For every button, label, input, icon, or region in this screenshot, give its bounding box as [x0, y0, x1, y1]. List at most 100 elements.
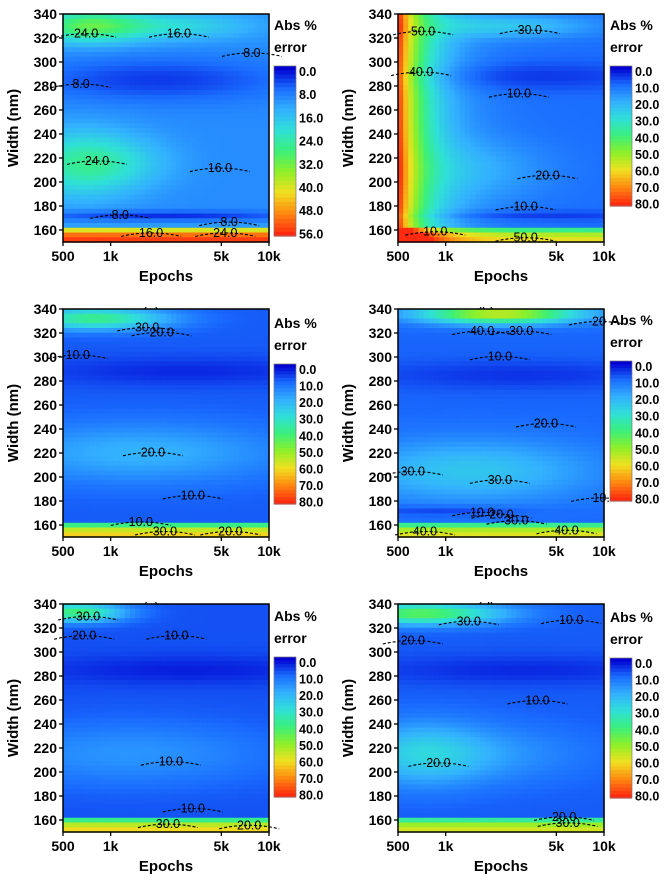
colorbar-swatch: [274, 223, 296, 229]
heatmap-cell: [506, 23, 512, 29]
heatmap-cell: [63, 356, 69, 362]
heatmap-cell: [150, 118, 157, 124]
heatmap-cell: [444, 80, 451, 86]
heatmap-cell: [398, 61, 404, 67]
heatmap-cell: [68, 370, 74, 377]
heatmap-cell: [583, 147, 590, 153]
heatmap-cell: [573, 47, 579, 53]
heatmap-cell: [135, 199, 141, 205]
heatmap-cell: [129, 465, 136, 472]
heatmap-cell: [423, 218, 430, 224]
colorbar-swatch: [610, 80, 632, 85]
heatmap-cell: [109, 80, 116, 86]
contour-line: [495, 205, 556, 211]
heatmap-cell: [181, 175, 188, 181]
heatmap-cell: [119, 446, 126, 453]
heatmap-cell: [398, 166, 404, 172]
heatmap-cell: [573, 166, 579, 172]
heatmap-cell: [63, 394, 69, 400]
heatmap-cell: [464, 23, 471, 29]
heatmap-cell: [552, 80, 559, 86]
heatmap-cell: [104, 56, 110, 63]
heatmap-cell: [145, 194, 152, 200]
heatmap-cell: [83, 309, 90, 315]
heatmap-cell: [202, 75, 208, 82]
heatmap-cell: [418, 132, 425, 139]
heatmap-cell: [150, 66, 157, 72]
heatmap-cell: [588, 161, 595, 167]
heatmap-cell: [454, 223, 461, 229]
heatmap-cell: [454, 18, 461, 25]
heatmap-cell: [475, 137, 481, 143]
heatmap-cell: [68, 218, 74, 224]
heatmap-cell: [166, 71, 172, 77]
heatmap-cell: [598, 132, 605, 139]
contour-label: 10.0: [423, 225, 447, 239]
heatmap-cell: [88, 204, 95, 210]
heatmap-cell: [166, 90, 172, 96]
heatmap-cell: [547, 42, 554, 48]
heatmap-cell: [531, 237, 538, 243]
heatmap-cell: [470, 104, 476, 110]
heatmap-cell: [78, 323, 85, 329]
heatmap-cell: [243, 33, 249, 39]
heatmap-cell: [88, 470, 95, 476]
heatmap-cell: [423, 180, 430, 186]
heatmap-cell: [78, 180, 85, 186]
heatmap-cell: [464, 28, 471, 34]
heatmap-cell: [166, 28, 172, 34]
heatmap-cell: [63, 451, 69, 457]
heatmap-cell: [135, 437, 141, 443]
heatmap-cell: [63, 342, 69, 348]
heatmap-cell: [439, 180, 445, 186]
y-tick-label: 160: [369, 222, 393, 238]
heatmap-cell: [140, 166, 146, 172]
heatmap-cell: [408, 109, 415, 115]
heatmap-cell: [444, 56, 451, 63]
heatmap-cell: [124, 128, 131, 134]
heatmap-cell: [99, 42, 105, 48]
contour-label: 8.0: [220, 215, 237, 229]
heatmap-cell: [181, 194, 188, 200]
heatmap-cell: [99, 37, 105, 44]
heatmap-cell: [232, 142, 239, 148]
heatmap-cell: [145, 47, 152, 53]
heatmap-cell: [99, 180, 105, 186]
heatmap-cell: [444, 147, 451, 153]
heatmap-cell: [124, 518, 131, 524]
heatmap-cell: [578, 109, 584, 115]
heatmap-cell: [511, 56, 518, 63]
heatmap-cell: [155, 232, 162, 238]
heatmap-cell: [78, 85, 85, 91]
heatmap-cell: [222, 42, 229, 48]
heatmap-cell: [531, 128, 538, 134]
heatmap-cell: [73, 318, 80, 324]
heatmap-cell: [263, 47, 270, 53]
heatmap-cell: [501, 170, 507, 177]
heatmap-cell: [63, 194, 69, 200]
heatmap-cell: [418, 123, 425, 129]
heatmap-cell: [191, 161, 198, 167]
heatmap-cell: [212, 237, 219, 243]
heatmap-cell: [160, 175, 167, 181]
heatmap-cell: [150, 499, 157, 505]
heatmap-cell: [495, 199, 502, 205]
heatmap-cell: [470, 175, 476, 181]
heatmap-cell: [114, 218, 121, 224]
heatmap-cell: [227, 237, 234, 243]
heatmap-cell: [93, 128, 100, 134]
heatmap-cell: [537, 47, 543, 53]
heatmap-cell: [186, 47, 193, 53]
heatmap-cell: [93, 456, 100, 462]
heatmap-cell: [531, 175, 538, 181]
heatmap-cell: [114, 513, 121, 519]
heatmap-cell: [567, 123, 574, 129]
heatmap-cell: [480, 237, 487, 243]
heatmap-cell: [485, 109, 492, 115]
heatmap-cell: [418, 33, 425, 39]
heatmap-cell: [258, 180, 265, 186]
heatmap-cell: [552, 147, 559, 153]
heatmap-cell: [475, 189, 481, 196]
heatmap-cell: [227, 137, 234, 143]
colorbar-swatch: [274, 176, 296, 182]
